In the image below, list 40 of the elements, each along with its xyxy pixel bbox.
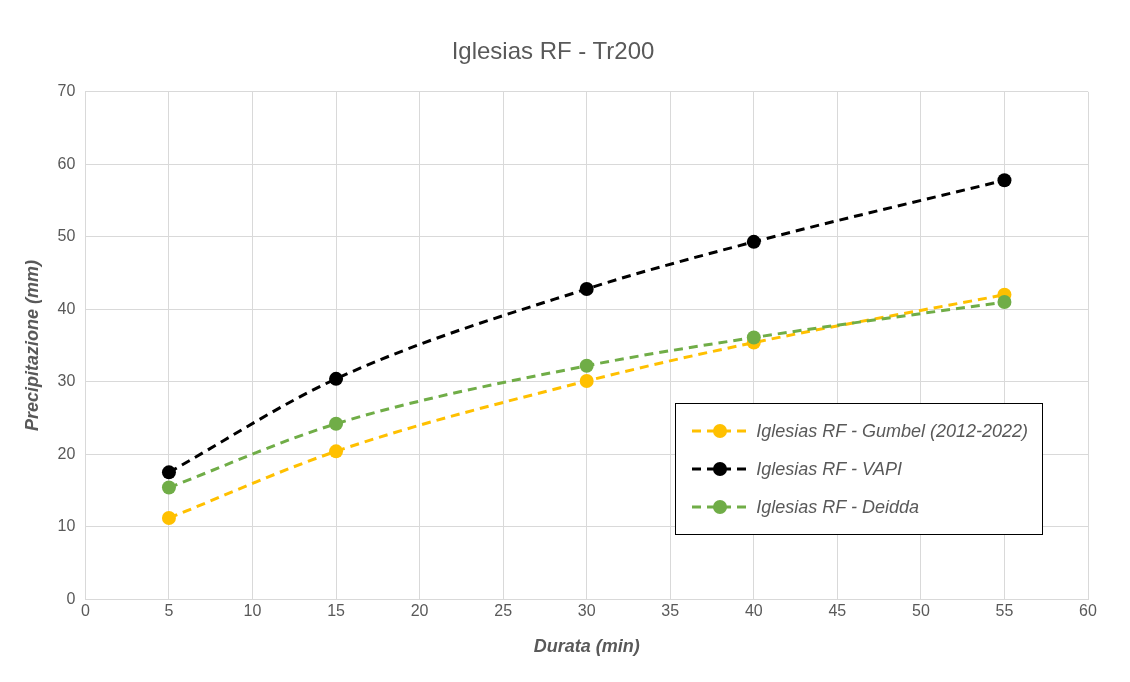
y-tick-label: 30 xyxy=(57,372,76,390)
legend-label: Iglesias RF - Deidda xyxy=(756,496,919,518)
point xyxy=(161,465,176,480)
point xyxy=(997,295,1012,310)
x-tick-label: 45 xyxy=(828,602,847,620)
x-tick-label: 10 xyxy=(243,602,262,620)
x-tick-label: 35 xyxy=(661,602,680,620)
point xyxy=(329,444,344,459)
point xyxy=(997,173,1012,188)
y-tick-label: 50 xyxy=(57,227,76,245)
x-tick-label: 55 xyxy=(995,602,1014,620)
y-tick-label: 70 xyxy=(57,82,76,100)
point xyxy=(329,371,344,386)
point xyxy=(329,416,344,431)
point xyxy=(579,281,594,296)
y-tick-label: 60 xyxy=(57,154,76,172)
x-tick-label: 5 xyxy=(164,602,174,620)
point xyxy=(161,480,176,495)
x-tick-label: 25 xyxy=(494,602,513,620)
x-tick-label: 40 xyxy=(744,602,763,620)
point xyxy=(746,330,761,345)
x-tick-label: 50 xyxy=(912,602,930,620)
y-tick-label: 10 xyxy=(57,517,76,535)
legend-label: Iglesias RF - VAPI xyxy=(756,458,902,480)
point xyxy=(746,234,761,249)
point xyxy=(579,358,594,373)
y-tick-label: 20 xyxy=(57,444,76,462)
y-axis-title: Precipitazione (mm) xyxy=(21,259,42,432)
x-tick-label: 15 xyxy=(327,602,346,620)
y-tick-label: 40 xyxy=(57,299,76,317)
chart-title: Iglesias RF - Tr200 xyxy=(451,37,655,65)
y-tick-label: 0 xyxy=(66,589,76,607)
point xyxy=(579,374,594,389)
legend-label: Iglesias RF - Gumbel (2012-2022) xyxy=(756,420,1028,442)
x-tick-label: 20 xyxy=(410,602,429,620)
x-tick-label: 0 xyxy=(80,602,90,620)
x-axis-title: Durata (min) xyxy=(533,636,640,657)
x-tick-label: 30 xyxy=(577,602,596,620)
x-tick-label: 60 xyxy=(1079,602,1097,620)
point xyxy=(161,511,176,526)
